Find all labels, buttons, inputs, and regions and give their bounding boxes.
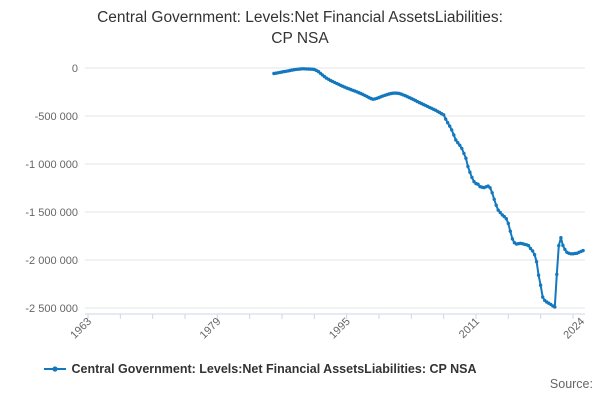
y-axis-tick-label: -2 000 000 bbox=[25, 255, 78, 267]
y-axis-tick-label: -2 500 000 bbox=[25, 303, 78, 315]
x-axis-tick-label: 1963 bbox=[68, 316, 94, 342]
chart-svg[interactable]: 0 -500 000 -1 000 000 -1 500 000 -2 000 000 -… bbox=[0, 0, 600, 354]
data-point-marker[interactable] bbox=[508, 229, 512, 233]
data-point-marker[interactable] bbox=[490, 191, 494, 195]
data-point-marker[interactable] bbox=[462, 151, 466, 156]
data-point-marker[interactable] bbox=[530, 249, 535, 253]
data-point-marker[interactable] bbox=[460, 146, 464, 151]
source-label: Source: bbox=[549, 377, 593, 391]
data-point-marker[interactable] bbox=[555, 272, 559, 277]
data-point-marker[interactable] bbox=[510, 237, 515, 241]
data-point-marker[interactable] bbox=[559, 236, 563, 240]
data-point-marker[interactable] bbox=[553, 305, 557, 309]
data-point-marker[interactable] bbox=[492, 197, 496, 201]
data-point-marker[interactable] bbox=[528, 246, 533, 251]
data-point-marker[interactable] bbox=[454, 138, 458, 142]
data-point-marker[interactable] bbox=[470, 175, 474, 180]
data-point-marker[interactable] bbox=[504, 217, 508, 221]
data-point-marker[interactable] bbox=[464, 156, 468, 160]
chart-title-line-2: CP NSA bbox=[271, 30, 329, 47]
legend-series-marker-icon bbox=[43, 366, 66, 372]
data-point-marker[interactable] bbox=[494, 203, 498, 207]
data-point-marker[interactable] bbox=[450, 128, 454, 132]
y-axis-tick-label: -1 500 000 bbox=[25, 207, 78, 219]
y-axis-tick-label: -1 000 000 bbox=[25, 159, 78, 171]
series-line[interactable] bbox=[272, 67, 585, 308]
data-point-marker[interactable] bbox=[476, 182, 480, 186]
data-point-marker[interactable] bbox=[506, 221, 510, 226]
data-point-marker[interactable] bbox=[526, 243, 531, 248]
chart-title: Central Government: Levels:Net Financial… bbox=[0, 7, 600, 49]
data-point-marker[interactable] bbox=[536, 273, 541, 277]
x-axis-tick-label: 1995 bbox=[327, 316, 353, 342]
legend-label: Central Government: Levels:Net Financial… bbox=[71, 362, 477, 376]
data-point-marker[interactable] bbox=[534, 260, 539, 264]
data-point-marker[interactable] bbox=[444, 117, 448, 121]
y-axis-tick-label: -500 000 bbox=[35, 111, 78, 123]
data-point-marker[interactable] bbox=[442, 113, 446, 117]
data-point-marker[interactable] bbox=[452, 133, 456, 137]
data-point-marker[interactable] bbox=[498, 210, 502, 215]
data-point-marker[interactable] bbox=[538, 283, 543, 287]
data-point-marker[interactable] bbox=[496, 208, 500, 212]
chart-title-line-1: Central Government: Levels:Net Financial… bbox=[97, 9, 503, 26]
data-point-marker[interactable] bbox=[446, 121, 450, 125]
data-point-marker[interactable] bbox=[557, 243, 561, 248]
data-point-marker[interactable] bbox=[468, 170, 472, 174]
data-point-marker[interactable] bbox=[458, 143, 462, 147]
data-point-marker[interactable] bbox=[466, 164, 470, 169]
data-point-marker[interactable] bbox=[448, 124, 452, 128]
data-point-marker[interactable] bbox=[563, 247, 567, 252]
x-axis-tick-label: 2024 bbox=[561, 316, 587, 342]
data-point-marker[interactable] bbox=[488, 186, 492, 190]
legend-item[interactable]: Central Government: Levels:Net Financial… bbox=[0, 362, 600, 376]
data-point-marker[interactable] bbox=[561, 243, 565, 248]
y-axis-tick-label: 0 bbox=[72, 63, 78, 75]
data-point-marker[interactable] bbox=[581, 248, 585, 253]
data-point-marker[interactable] bbox=[541, 295, 545, 299]
legend-dot-glyph bbox=[51, 366, 58, 372]
data-point-marker[interactable] bbox=[456, 141, 460, 145]
x-axis-tick-label: 2011 bbox=[457, 316, 482, 341]
x-axis-tick-label: 1979 bbox=[198, 316, 224, 342]
data-point-marker[interactable] bbox=[532, 253, 537, 257]
